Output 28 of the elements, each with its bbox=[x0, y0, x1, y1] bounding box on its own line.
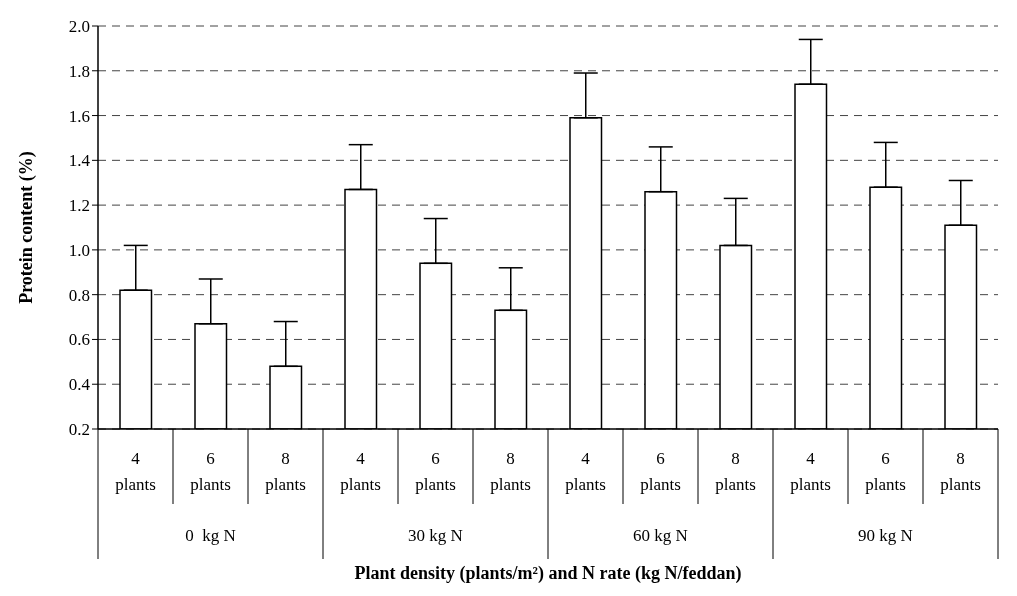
text: 30 kg N bbox=[408, 526, 463, 545]
y-tick-label: 1.2 bbox=[68, 196, 90, 216]
x-axis-title: Plant density (plants/m²) and N rate (kg N/feddan) bbox=[354, 563, 742, 584]
x-tick-label: 4 plants bbox=[790, 449, 831, 494]
text: 60 kg N bbox=[633, 526, 688, 545]
x-tick-label: 4 plants bbox=[340, 449, 381, 494]
x-tick-label: 6 plants bbox=[640, 449, 681, 494]
x-tick-label: 8 plants bbox=[940, 449, 981, 494]
y-tick-label: 1.0 bbox=[68, 240, 90, 260]
x-tick-label: 4 plants bbox=[565, 449, 606, 494]
y-tick-label: 0.8 bbox=[68, 285, 90, 305]
y-tick-label: 0.4 bbox=[68, 375, 91, 395]
y-tick-label: 0.2 bbox=[68, 420, 90, 440]
text: 0 kg N bbox=[185, 526, 236, 545]
y-tick-label: 1.6 bbox=[68, 106, 90, 126]
y-tick-label: 1.8 bbox=[68, 61, 90, 81]
y-axis-title: Protein content (%) bbox=[16, 151, 38, 304]
x-tick-label: 8 plants bbox=[490, 449, 531, 494]
x-tick-label: 6 plants bbox=[865, 449, 906, 494]
x-tick-label: 8 plants bbox=[265, 449, 306, 494]
text: 90 kg N bbox=[858, 526, 913, 545]
y-tick-label: 1.4 bbox=[68, 151, 91, 171]
y-tick-label: 2.0 bbox=[68, 17, 90, 37]
x-tick-label: 8 plants bbox=[715, 449, 756, 494]
x-tick-label: 4 plants bbox=[115, 449, 156, 494]
x-tick-label: 6 plants bbox=[415, 449, 456, 494]
y-tick-label: 0.6 bbox=[68, 330, 90, 350]
x-tick-label: 6 plants bbox=[190, 449, 231, 494]
